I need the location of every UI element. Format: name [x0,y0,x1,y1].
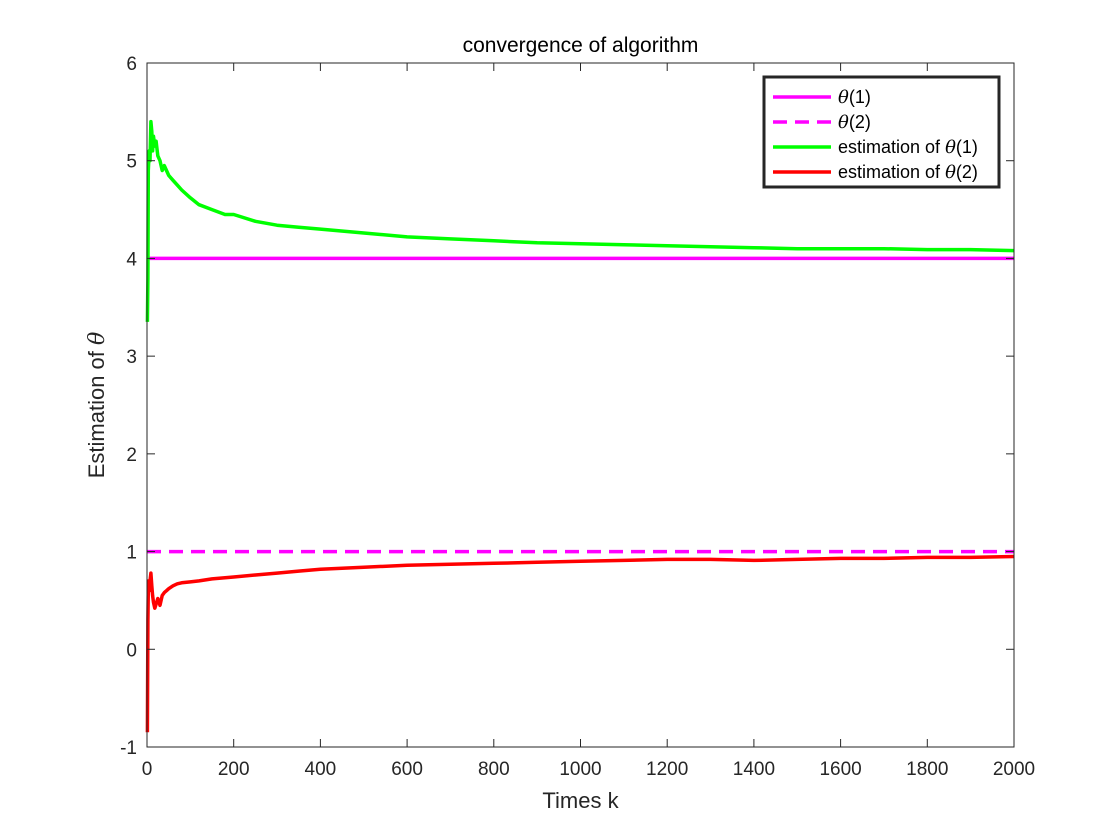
legend-entry-symbol: θ [838,112,849,133]
x-axis-label: Times k [542,788,619,813]
y-axis-label: Estimation of θ [84,332,110,479]
legend-entry: estimation of θ(2) [838,162,978,183]
legend-entry: θ(2) [838,112,871,133]
series-line-3 [145,119,1015,322]
y-tick-label: 3 [126,347,137,368]
legend-entry-symbol: θ [838,87,849,108]
x-tick-label: 1600 [819,759,861,780]
x-tick-label: 600 [391,759,423,780]
series-layer [145,119,1015,733]
legend-entry-suffix: (2) [956,162,978,182]
x-tick-label: 800 [478,759,510,780]
legend-entry: θ(1) [838,87,871,108]
y-tick-label: -1 [120,738,137,759]
y-tick-label: 0 [126,640,137,661]
x-tick-label: 1200 [646,759,688,780]
y-tick-label: 5 [126,152,137,173]
y-tick-label: 1 [126,543,137,564]
legend-entry-symbol: θ [945,137,956,158]
x-tick-label: 400 [305,759,337,780]
legend-entry: estimation of θ(1) [838,137,978,158]
series-line-4 [145,554,1015,733]
x-tick-label: 1000 [559,759,601,780]
x-tick-label: 1400 [733,759,775,780]
y-tick-label: 4 [126,249,137,270]
y-axis-label-symbol: θ [85,332,110,345]
y-tick-label: 6 [126,54,137,75]
legend-entry-prefix: estimation of [838,162,945,182]
x-tick-label: 0 [142,759,153,780]
legend-entry-suffix: (1) [849,87,871,107]
chart-title: convergence of algorithm [463,34,699,57]
legend: θ(1)θ(2)estimation of θ(1)estimation of … [762,75,1001,189]
legend-entry-symbol: θ [945,162,956,183]
y-tick-label: 2 [126,445,137,466]
x-tick-label: 2000 [993,759,1035,780]
x-tick-label: 1800 [906,759,948,780]
x-tick-label: 200 [218,759,250,780]
ticks-layer: 0 200 400 600 800 1000 1200 1400 1600 1800 2000-10… [120,54,1035,780]
legend-entry-prefix: estimation of [838,137,945,157]
legend-entry-suffix: (2) [849,112,871,132]
legend-entry-suffix: (1) [956,137,978,157]
y-axis-label-prefix: Estimation of [84,345,109,478]
